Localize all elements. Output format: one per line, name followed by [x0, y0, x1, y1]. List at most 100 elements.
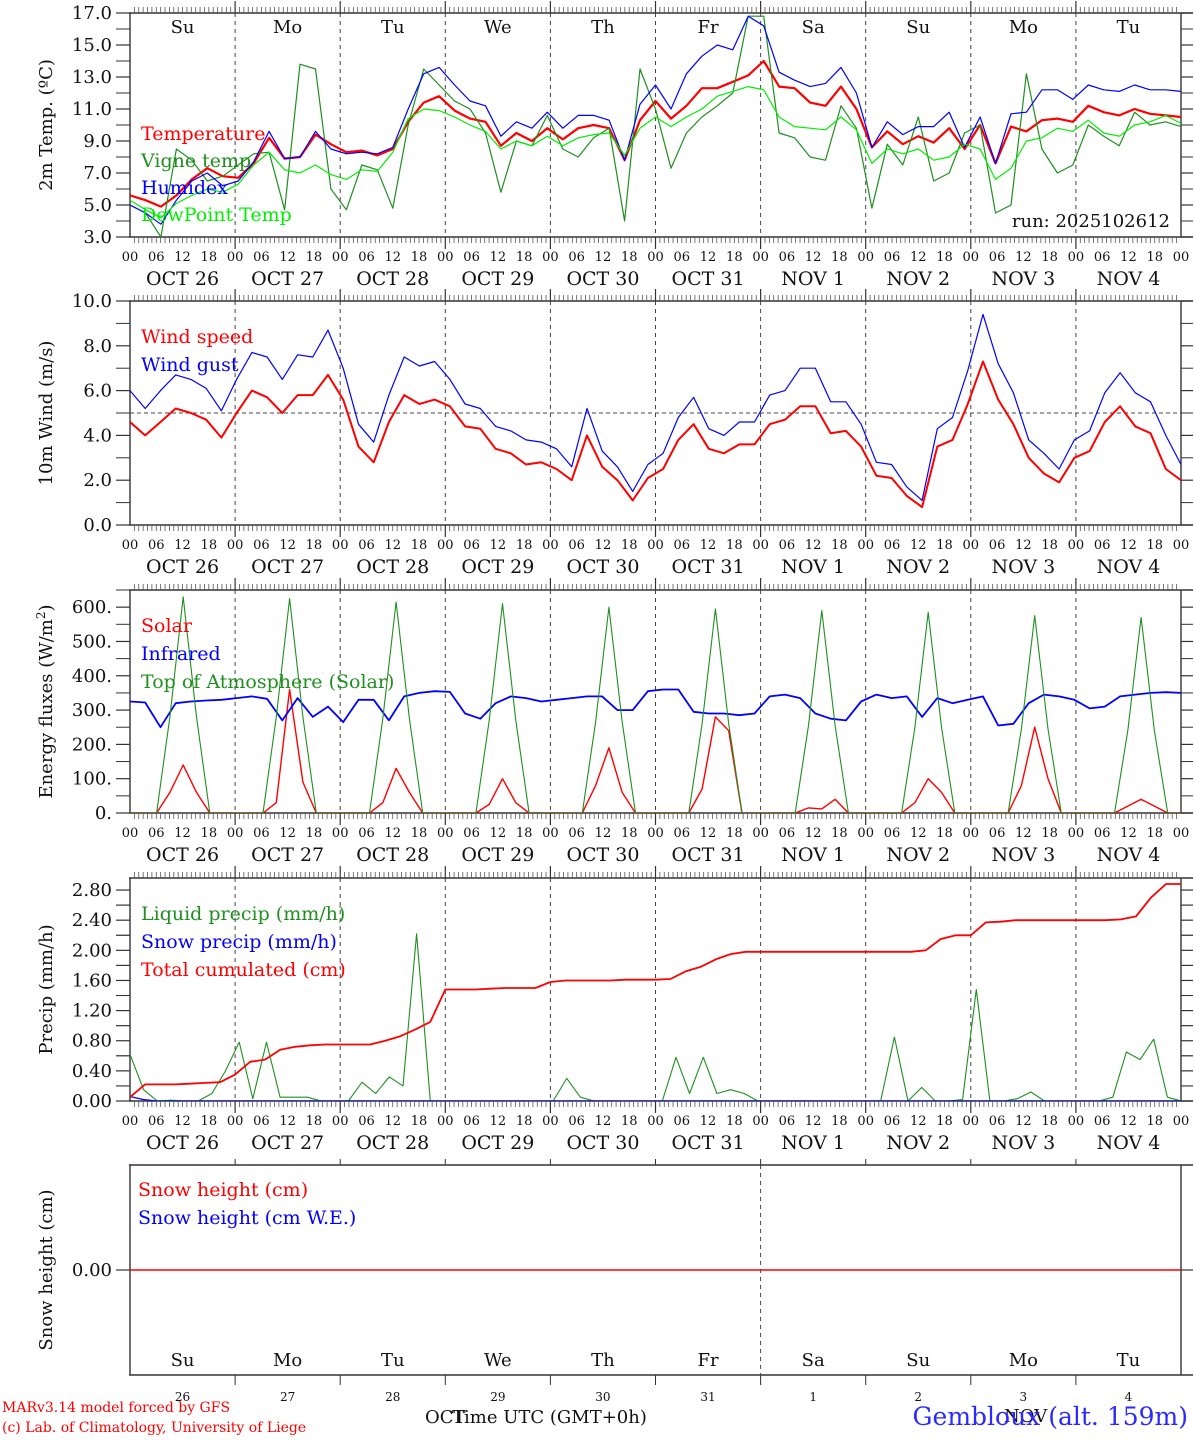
hour-label: 00	[122, 250, 139, 265]
y-axis-label-sup: 2	[34, 611, 48, 619]
date-label: NOV 3	[991, 1132, 1055, 1154]
hour-label: 06	[253, 250, 270, 265]
hour-label: 12	[1120, 538, 1137, 553]
panel-2: 00 06 12 18 OCT 26 00 06 12 18 OCT 27 00 06 12 18 OCT …	[36, 289, 1193, 578]
day-number: 4	[1125, 1390, 1133, 1404]
hour-label: 18	[621, 1114, 638, 1129]
day-abbr: Tu	[1117, 1350, 1141, 1371]
date-label: OCT 29	[461, 1132, 534, 1154]
date-label: OCT 30	[566, 844, 639, 866]
hour-label: 00	[1173, 1114, 1190, 1129]
hour-label: 00	[647, 538, 664, 553]
hour-label: 18	[936, 538, 953, 553]
date-label: NOV 1	[781, 844, 845, 866]
legend-item: Infrared	[141, 643, 221, 665]
hour-label: 00	[752, 1114, 769, 1129]
hour-label: 00	[647, 1114, 664, 1129]
hour-label: 18	[411, 250, 428, 265]
day-abbr: Su	[171, 1350, 195, 1371]
hour-label: 12	[384, 826, 401, 841]
day-number: 3	[1020, 1390, 1028, 1404]
hour-label: 00	[227, 538, 244, 553]
hour-label: 06	[358, 538, 375, 553]
series-group	[130, 883, 1181, 1101]
x-axis-title: Time UTC (GMT+0h)	[452, 1407, 647, 1428]
hour-label: 12	[1120, 250, 1137, 265]
hour-label: 18	[306, 1114, 323, 1129]
hour-label: 00	[1173, 250, 1190, 265]
day-number: 31	[700, 1390, 715, 1404]
hour-label: 18	[516, 1114, 533, 1129]
date-label: NOV 4	[1097, 268, 1161, 290]
series-line-wind-gust	[130, 313, 1181, 501]
y-tick-label: 0.80	[72, 1031, 112, 1052]
nov-month-label: NOV	[1004, 1406, 1048, 1427]
hour-label: 00	[1068, 826, 1085, 841]
date-label: OCT 28	[356, 556, 429, 578]
legend-item: Wind gust	[141, 354, 239, 376]
hour-label: 12	[595, 1114, 612, 1129]
y-tick-label: 2.00	[72, 940, 112, 961]
date-label: OCT 31	[672, 844, 745, 866]
y-tick-label: 0.0	[83, 515, 112, 536]
hour-label: 00	[1068, 250, 1085, 265]
hour-label: 18	[831, 538, 848, 553]
hour-label: 00	[122, 826, 139, 841]
hour-label: 06	[148, 250, 165, 265]
hour-label: 18	[726, 538, 743, 553]
hour-label: 06	[358, 250, 375, 265]
hour-label: 18	[201, 250, 218, 265]
hour-label: 18	[306, 250, 323, 265]
y-tick-label: 15.0	[72, 35, 112, 56]
hour-label: 18	[516, 826, 533, 841]
y-tick-label: 10.0	[72, 291, 112, 312]
y-tick-label: 200.	[72, 734, 112, 755]
hour-label: 00	[1173, 538, 1190, 553]
hour-label: 00	[437, 250, 454, 265]
y-tick-label: 1.20	[72, 1001, 112, 1022]
date-label: OCT 26	[146, 1132, 219, 1154]
hour-label: 06	[989, 250, 1006, 265]
date-label: NOV 1	[781, 1132, 845, 1154]
lab-credit: (c) Lab. of Climatology, University of L…	[2, 1420, 307, 1436]
series-line-total-cumulated-cm-	[130, 883, 1181, 1098]
day-abbr: Mo	[273, 17, 302, 38]
series-line-wind-speed	[130, 360, 1181, 509]
day-number: 2	[914, 1390, 922, 1404]
y-tick-label: 2.80	[72, 880, 112, 901]
hour-label: 18	[1041, 538, 1058, 553]
legend-item: Liquid precip (mm/h)	[141, 903, 345, 925]
date-label: OCT 26	[146, 268, 219, 290]
date-label: OCT 26	[146, 844, 219, 866]
hour-label: 06	[148, 826, 165, 841]
hour-label: 00	[963, 1114, 980, 1129]
y-tick-label: 0.	[95, 803, 112, 824]
y-axis-label: 10m Wind (m/s)	[36, 341, 57, 486]
day-abbr: Th	[591, 17, 615, 38]
hour-label: 18	[411, 538, 428, 553]
hour-label: 18	[306, 538, 323, 553]
hour-label: 12	[384, 1114, 401, 1129]
hour-label: 12	[279, 250, 296, 265]
hour-label: 06	[674, 826, 691, 841]
hour-label: 12	[174, 250, 191, 265]
y-tick-label: 500.	[72, 631, 112, 652]
hour-label: 18	[831, 250, 848, 265]
date-label: OCT 28	[356, 844, 429, 866]
hour-label: 06	[1094, 250, 1111, 265]
hour-label: 06	[779, 826, 796, 841]
legend-item: Total cumulated (cm)	[141, 959, 346, 981]
date-label: NOV 2	[886, 556, 950, 578]
series-line-humidex	[130, 15, 1181, 225]
hour-label: 06	[253, 1114, 270, 1129]
panel-3: 00 06 12 18 OCT 26 00 06 12 18 OCT 27 00 06 12 18 OCT …	[34, 578, 1193, 866]
hour-label: 12	[595, 826, 612, 841]
hour-label: 18	[1146, 538, 1163, 553]
hour-label: 18	[936, 250, 953, 265]
legend-item: Snow height (cm)	[138, 1179, 308, 1201]
day-abbr: Tu	[1117, 17, 1141, 38]
series-group	[130, 313, 1181, 509]
y-tick-label: 2.0	[83, 470, 112, 491]
hour-label: 18	[621, 538, 638, 553]
hour-label: 00	[752, 826, 769, 841]
